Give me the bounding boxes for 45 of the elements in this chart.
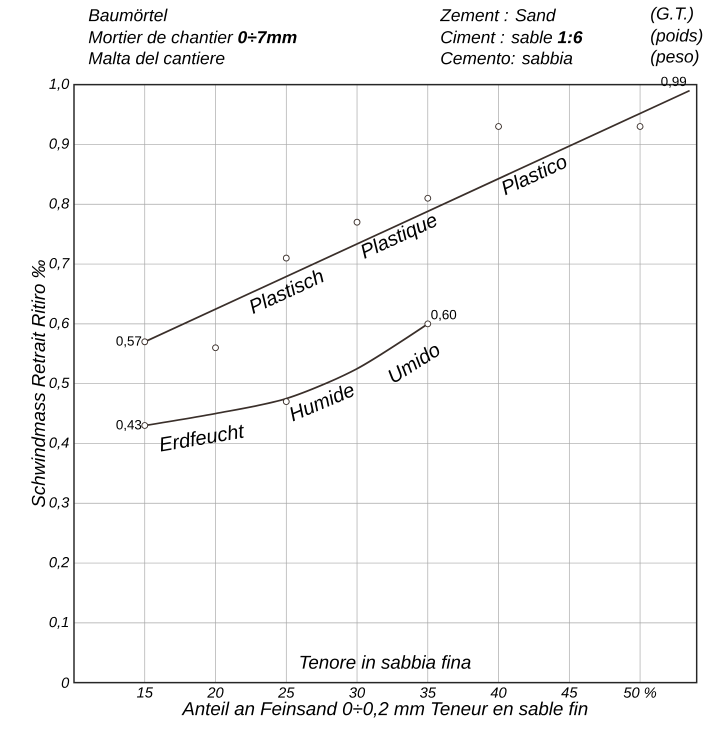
text: Mortier de chantier 0÷7mm — [88, 30, 296, 44]
text: (poids) — [651, 28, 702, 46]
annotation: Tenore in sabbia fina — [300, 655, 471, 669]
y-tick-label: 0,9 — [50, 138, 69, 151]
y-tick-label: 0,5 — [50, 378, 70, 390]
x-tick-label: 50 % — [624, 687, 656, 698]
y-tick-label: 1,0 — [49, 78, 70, 91]
y-tick-label: 0,2 — [50, 557, 70, 570]
y-axis-title: Schwindmass Retrait Ritiro ‰ — [31, 260, 46, 508]
point — [282, 398, 290, 406]
y-tick-label: 0,1 — [50, 616, 68, 629]
text: (peso) — [651, 50, 698, 66]
data-label: 0,60 — [431, 310, 456, 321]
text: Zement : Sand — [440, 8, 556, 22]
point — [141, 338, 148, 346]
point — [424, 320, 432, 328]
y-tick-label: 0,3 — [50, 497, 70, 510]
y-tick-label: 0,8 — [50, 198, 70, 210]
text: Ciment : sable 1:6 — [441, 30, 583, 44]
y-tick-label: 0,6 — [50, 318, 70, 330]
point — [636, 123, 644, 130]
y-tick-label: 0,7 — [50, 258, 70, 270]
text: (G.T.) — [651, 6, 693, 24]
x-tick-label: 45 — [561, 687, 578, 698]
point — [141, 422, 148, 429]
x-tick-label: 35 — [420, 687, 436, 698]
text: Malta del cantiere — [88, 52, 224, 64]
x-tick-label: 25 — [278, 687, 294, 698]
text: Baumörtel — [88, 8, 168, 22]
point — [495, 123, 502, 130]
x-tick-label: 15 — [136, 687, 153, 698]
point — [212, 344, 219, 352]
point — [424, 194, 432, 202]
y-tick-label: 0 — [62, 677, 70, 688]
x-tick-label: 20 — [207, 687, 224, 698]
annotation: Erdfeucht — [160, 424, 244, 452]
text: Cemento: sabbia — [441, 52, 572, 64]
point — [282, 254, 290, 262]
x-axis-title: Anteil an Feinsand 0÷0,2 mm Teneur en sable fin — [181, 702, 588, 718]
y-tick-label: 0,4 — [50, 437, 69, 450]
data-label: 0,57 — [116, 336, 142, 348]
data-label: 0,43 — [116, 420, 142, 432]
x-tick-label: 40 — [490, 687, 507, 698]
point — [354, 218, 360, 226]
x-tick-label: 30 — [349, 687, 366, 698]
